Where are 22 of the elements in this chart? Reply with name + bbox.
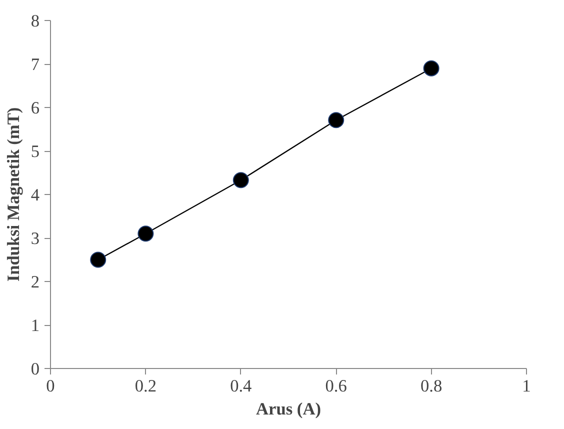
x-tick-label: 0.8 <box>420 376 442 396</box>
point <box>423 60 440 76</box>
x-tick-label: 0 <box>46 376 55 396</box>
y-tick-label: 8 <box>30 12 40 30</box>
point <box>328 112 344 128</box>
y-tick-label: 6 <box>30 98 40 118</box>
y-tick-label: 4 <box>30 186 40 204</box>
y-tick-label: 0 <box>30 360 40 378</box>
y-tick-label: 1 <box>30 316 40 335</box>
x-tick-label: 0.4 <box>230 376 252 396</box>
y-tick-label: 2 <box>30 272 40 292</box>
x-axis-title: Arus (A) <box>256 400 322 418</box>
y-tick-label: 5 <box>30 142 40 161</box>
y-tick-label: 3 <box>30 229 40 248</box>
point <box>138 226 154 242</box>
x-tick-label: 0.2 <box>134 376 157 396</box>
y-axis-title: Induksi Magnetik (mT) <box>4 107 23 282</box>
x-tick-label: 1 <box>522 376 531 396</box>
x-tick-label: 0.6 <box>325 376 348 396</box>
point <box>232 172 249 188</box>
point <box>90 252 106 268</box>
y-tick-label: 7 <box>30 55 40 74</box>
